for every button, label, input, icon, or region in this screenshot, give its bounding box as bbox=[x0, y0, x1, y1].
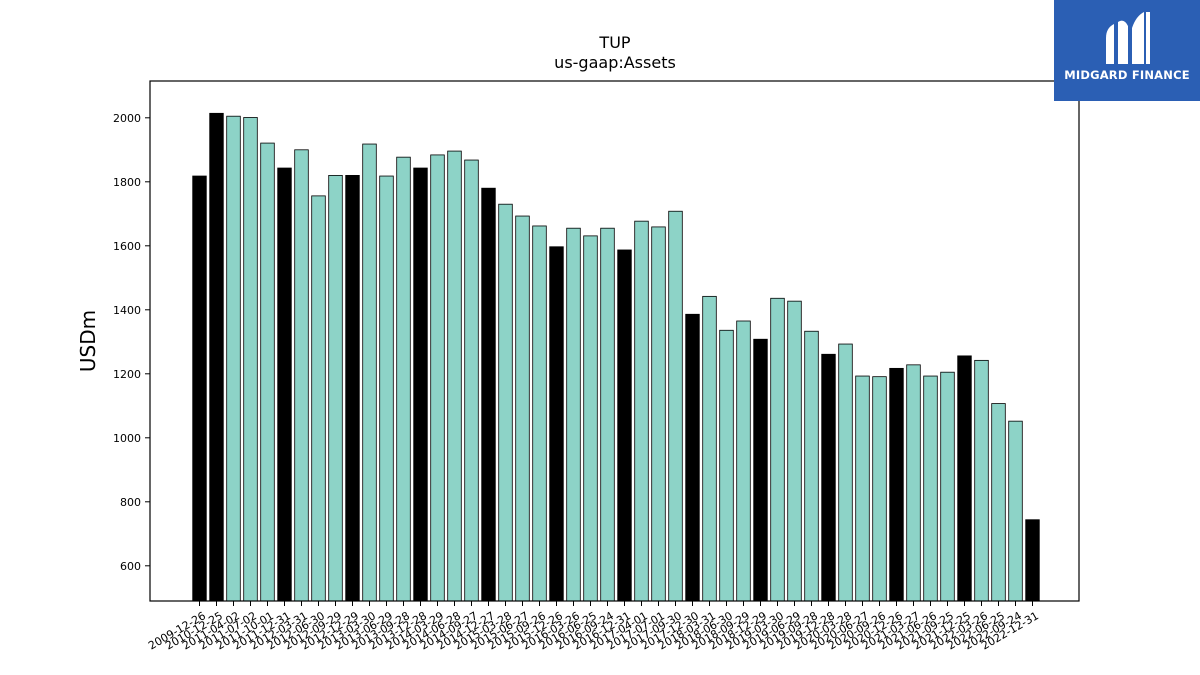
bar-2011-12-31 bbox=[277, 167, 292, 602]
midgard-m-logo-icon bbox=[1106, 12, 1150, 64]
bar-2018-06-30 bbox=[719, 329, 734, 602]
bar-2017-12-30 bbox=[685, 313, 700, 602]
bar-2013-09-28 bbox=[396, 156, 411, 602]
bar-2020-12-26 bbox=[889, 367, 904, 602]
bar-2021-06-26 bbox=[923, 375, 938, 602]
y-axis: 600 800 1000 1200 1400 1600 1800 2000 bbox=[113, 112, 150, 573]
bar-2014-06-28 bbox=[447, 150, 462, 602]
bar-2009-12-26 bbox=[192, 175, 207, 602]
bar-2016-09-24 bbox=[600, 227, 615, 602]
bar-2021-03-27 bbox=[906, 364, 921, 602]
bar-2011-07-02 bbox=[243, 117, 258, 602]
bar-2011-10-01 bbox=[260, 142, 275, 602]
x-axis: 2009-12-262010-12-252011-04-022011-07-02… bbox=[146, 601, 1041, 652]
bar-2016-12-31 bbox=[617, 249, 632, 602]
bar-2017-04-01 bbox=[634, 220, 649, 602]
bar-2020-06-27 bbox=[855, 375, 870, 602]
bar-2012-06-30 bbox=[311, 195, 326, 602]
plot-frame bbox=[149, 80, 1080, 602]
bar-2020-03-28 bbox=[838, 343, 853, 602]
bar-2017-09-30 bbox=[668, 210, 683, 602]
y-tick-label: 1600 bbox=[113, 240, 141, 253]
y-tick-label: 1000 bbox=[113, 432, 141, 445]
chart-subtitle: us-gaap:Assets bbox=[554, 53, 676, 72]
bar-2016-03-26 bbox=[566, 227, 581, 602]
bar-2012-12-29 bbox=[345, 174, 360, 602]
bar-2015-09-26 bbox=[532, 225, 547, 602]
bar-2014-03-29 bbox=[430, 154, 445, 602]
bar-2012-09-29 bbox=[328, 174, 343, 602]
y-tick-label: 800 bbox=[120, 496, 141, 509]
bar-2015-12-26 bbox=[549, 246, 564, 602]
y-axis-label: USDm bbox=[76, 310, 100, 372]
bar-2011-04-02 bbox=[226, 115, 241, 602]
bar-2018-12-29 bbox=[753, 338, 768, 602]
y-tick-label: 600 bbox=[120, 560, 141, 573]
bar-2018-03-31 bbox=[702, 295, 717, 602]
bar-2019-12-28 bbox=[821, 353, 836, 602]
bar-2019-06-29 bbox=[787, 300, 802, 602]
bar-2021-09-25 bbox=[940, 371, 955, 602]
y-tick-label: 1200 bbox=[113, 368, 141, 381]
bar-2014-09-27 bbox=[464, 159, 479, 602]
bars-group bbox=[192, 112, 1040, 602]
bar-2022-06-25 bbox=[991, 403, 1006, 602]
bar-2014-12-27 bbox=[481, 187, 496, 602]
bar-2015-03-28 bbox=[498, 203, 513, 602]
bar-2022-09-24 bbox=[1008, 420, 1023, 602]
bar-2019-09-28 bbox=[804, 330, 819, 602]
bar-2012-03-31 bbox=[294, 149, 309, 602]
bar-2013-12-28 bbox=[413, 167, 428, 602]
bar-2013-03-30 bbox=[362, 143, 377, 602]
bar-2010-12-25 bbox=[209, 112, 224, 602]
bar-2022-12-31 bbox=[1025, 519, 1040, 602]
bar-2019-03-30 bbox=[770, 297, 785, 602]
y-tick-label: 1800 bbox=[113, 176, 141, 189]
logo-text: MIDGARD FINANCE bbox=[1064, 68, 1190, 82]
y-tick-label: 1400 bbox=[113, 304, 141, 317]
bar-2021-12-25 bbox=[957, 355, 972, 602]
midgard-finance-logo: MIDGARD FINANCE bbox=[1054, 0, 1200, 101]
y-tick-label: 2000 bbox=[113, 112, 141, 125]
bar-2018-09-29 bbox=[736, 320, 751, 602]
bar-2022-03-26 bbox=[974, 359, 989, 602]
chart-title: TUP bbox=[598, 33, 630, 52]
bar-2013-06-29 bbox=[379, 175, 394, 602]
bar-2020-09-26 bbox=[872, 376, 887, 602]
bar-2016-06-25 bbox=[583, 235, 598, 602]
bar-2015-06-27 bbox=[515, 215, 530, 602]
bar-2017-07-01 bbox=[651, 226, 666, 602]
